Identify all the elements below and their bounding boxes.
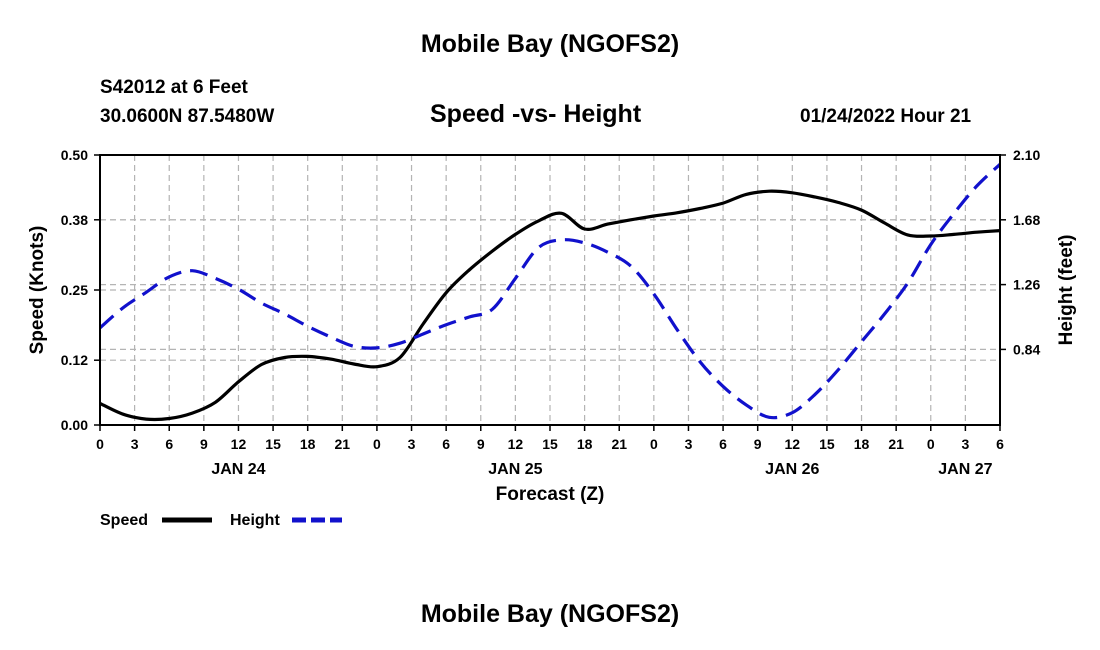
y-axis-label-right: Height (feet) [1056,235,1077,346]
x-tick-label: 21 [335,436,351,452]
x-tick-label: 12 [785,436,801,452]
x-tick-label: 9 [477,436,485,452]
x-tick-label: 18 [300,436,316,452]
series-lines [98,163,1002,422]
y2-tick-label: 1.68 [1013,212,1040,228]
y2-tick-label: 0.84 [1013,341,1040,357]
x-tick-label: 12 [231,436,247,452]
grid [100,154,1000,425]
x-tick-label: 3 [685,436,693,452]
x-tick-label: 15 [265,436,281,452]
coordinates-label: 30.0600N 87.5480W [100,106,275,127]
date-label: JAN 24 [211,461,265,478]
x-tick-label: 21 [888,436,904,452]
x-tick-label: 6 [165,436,173,452]
x-tick-label: 18 [577,436,593,452]
station-label: S42012 at 6 Feet [100,77,248,98]
footer-title: Mobile Bay (NGOFS2) [420,600,680,628]
x-tick-label: 6 [996,436,1004,452]
x-tick-label: 0 [927,436,935,452]
axes: 0 3 6 9 12 15 18 21 0 3 6 9 12 15 18 21 0 3 6 9 12 15 18 21 0 3 6J… [61,147,1041,478]
x-tick-label: 6 [719,436,727,452]
series-line-speed [99,189,1001,422]
plot-title: Speed -vs- Height [430,100,642,128]
x-tick-label: 3 [408,436,416,452]
y-tick-label: 0.12 [61,352,88,368]
y-tick-label: 0.50 [61,147,88,163]
x-tick-label: 12 [508,436,524,452]
series-line-height [98,163,1002,420]
x-tick-label: 0 [650,436,658,452]
x-axis-label: Forecast (Z) [496,484,605,505]
legend-height-label: Height [230,512,280,529]
y-tick-label: 0.00 [61,417,88,433]
x-tick-label: 3 [131,436,139,452]
x-tick-label: 3 [961,436,969,452]
y-axis-label-left: Speed (Knots) [27,226,48,355]
x-tick-label: 15 [542,436,558,452]
date-label: JAN 27 [938,461,992,478]
x-tick-label: 21 [611,436,627,452]
legend: Speed Height [100,512,342,529]
x-tick-label: 0 [96,436,104,452]
page-title: Mobile Bay (NGOFS2) [420,30,680,58]
date-label: JAN 25 [488,461,542,478]
date-label: JAN 26 [765,461,819,478]
y2-tick-label: 2.10 [1013,147,1040,163]
x-tick-label: 9 [200,436,208,452]
forecast-datetime: 01/24/2022 Hour 21 [800,106,972,127]
x-tick-label: 9 [754,436,762,452]
legend-speed-label: Speed [100,512,148,529]
x-tick-label: 15 [819,436,835,452]
x-tick-label: 6 [442,436,450,452]
y2-tick-label: 1.26 [1013,277,1040,293]
y-tick-label: 0.25 [61,282,88,298]
x-tick-label: 18 [854,436,870,452]
y-tick-label: 0.38 [61,212,88,228]
x-tick-label: 0 [373,436,381,452]
